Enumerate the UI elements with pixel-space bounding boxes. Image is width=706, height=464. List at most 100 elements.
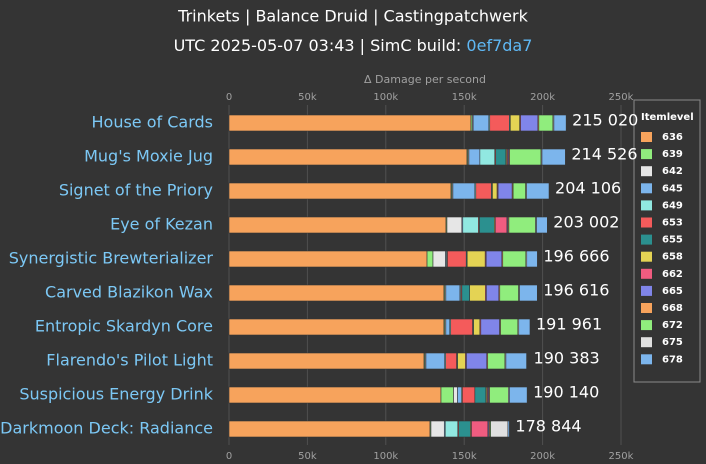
- legend-label: 672: [662, 320, 683, 331]
- bar-segment: [490, 420, 509, 438]
- legend-label: 636: [662, 132, 683, 143]
- legend-title: Itemlevel: [641, 112, 694, 123]
- category-label: Mug's Moxie Jug: [84, 147, 213, 166]
- bar-segment: [526, 250, 538, 268]
- bar-segment: [228, 386, 442, 404]
- category-label: Suspicious Energy Drink: [19, 385, 213, 404]
- legend-swatch: [641, 183, 652, 194]
- legend-label: 653: [662, 218, 683, 229]
- bar-segment: [461, 284, 470, 302]
- build-id: 0ef7da7: [466, 36, 532, 55]
- bar-segment: [502, 250, 527, 268]
- chart-title: Trinkets | Balance Druid | Castingpatchw…: [177, 7, 528, 26]
- bar-segment: [480, 318, 500, 336]
- bar-segment: [228, 182, 452, 200]
- bar-segment: [494, 216, 508, 234]
- category-label: Synergistic Brewterializer: [9, 249, 214, 268]
- legend-swatch: [641, 320, 652, 331]
- total-label: 204 106: [555, 179, 621, 198]
- bar-segment: [500, 318, 519, 336]
- bar-segment: [457, 386, 462, 404]
- legend-label: 645: [662, 183, 683, 194]
- x-tick-label-bottom: 250k: [609, 451, 634, 462]
- bar-segment: [462, 216, 479, 234]
- bar-segment: [430, 420, 445, 438]
- bar-segment: [453, 386, 458, 404]
- total-label: 191 961: [536, 315, 602, 334]
- legend-label: 678: [662, 354, 683, 365]
- bar-segment: [541, 148, 566, 166]
- bar-segment: [457, 352, 466, 370]
- bar-segment: [495, 148, 507, 166]
- bar-segment: [512, 182, 526, 200]
- bar-segment: [450, 318, 473, 336]
- bar-segment: [497, 182, 513, 200]
- bar-segment: [228, 148, 468, 166]
- bar-segment: [458, 420, 471, 438]
- bar-segment: [489, 386, 509, 404]
- bar-segment: [426, 250, 434, 268]
- bar-segment: [538, 114, 554, 132]
- legend-label: 675: [662, 337, 683, 348]
- x-tick-label-top: 150k: [452, 92, 477, 103]
- category-label: Flarendo's Pilot Light: [46, 351, 213, 370]
- legend-swatch: [641, 200, 652, 211]
- bar-segment: [228, 420, 431, 438]
- total-label: 214 526: [571, 145, 637, 164]
- bar-segment: [485, 250, 503, 268]
- bar-segment: [444, 420, 459, 438]
- bar-segment: [432, 250, 446, 268]
- bar-segment: [228, 352, 425, 370]
- bar-segment: [445, 352, 457, 370]
- bar-segment: [471, 420, 489, 438]
- bar-segment: [505, 352, 527, 370]
- bar-segment: [445, 318, 451, 336]
- x-tick-label-top: 200k: [530, 92, 555, 103]
- legend-swatch: [641, 166, 652, 177]
- bar-segment: [440, 386, 454, 404]
- bar-segment: [445, 284, 461, 302]
- bar-segment: [228, 318, 445, 336]
- legend-label: 655: [662, 235, 683, 246]
- chart-subtitle: UTC 2025-05-07 03:43 | SimC build: 0ef7d…: [174, 36, 533, 55]
- bar-segment: [519, 284, 538, 302]
- x-tick-label-bottom: 200k: [530, 451, 555, 462]
- legend-swatch: [641, 149, 652, 160]
- category-label: Entropic Skardyn Core: [35, 317, 213, 336]
- legend-label: 662: [662, 269, 683, 280]
- bar-segment: [489, 114, 510, 132]
- legend-swatch: [641, 217, 652, 228]
- x-tick-label-top: 0: [226, 92, 232, 103]
- total-label: 203 002: [553, 213, 619, 232]
- x-tick-label-top: 100k: [373, 92, 398, 103]
- x-tick-label-bottom: 0: [226, 451, 232, 462]
- x-tick-label-top: 250k: [609, 92, 634, 103]
- bar-segment: [479, 216, 495, 234]
- bar-segment: [468, 148, 481, 166]
- bar-segment: [425, 352, 446, 370]
- legend-swatch: [641, 132, 652, 142]
- legend-label: 658: [662, 252, 683, 263]
- bar-segment: [446, 216, 463, 234]
- legend-label: 665: [662, 286, 683, 297]
- bar-segment: [475, 182, 492, 200]
- legend-swatch: [641, 354, 652, 365]
- bar-segment: [473, 318, 481, 336]
- bar-segment: [492, 182, 498, 200]
- legend-label: 639: [662, 149, 683, 160]
- category-label: Carved Blazikon Wax: [45, 283, 213, 302]
- bar-segment: [553, 114, 567, 132]
- bar-segment: [509, 148, 542, 166]
- bar-segment: [462, 386, 476, 404]
- legend-label: 649: [662, 200, 683, 211]
- bar-segment: [499, 284, 519, 302]
- x-axis-title: Δ Damage per second: [364, 73, 486, 86]
- bar-segment: [520, 114, 539, 132]
- bar-segment: [447, 250, 467, 268]
- bar-segment: [486, 284, 500, 302]
- bar-segment: [452, 182, 476, 200]
- bar-segment: [228, 250, 428, 268]
- bar-segment: [508, 216, 536, 234]
- bar-segment: [474, 386, 487, 404]
